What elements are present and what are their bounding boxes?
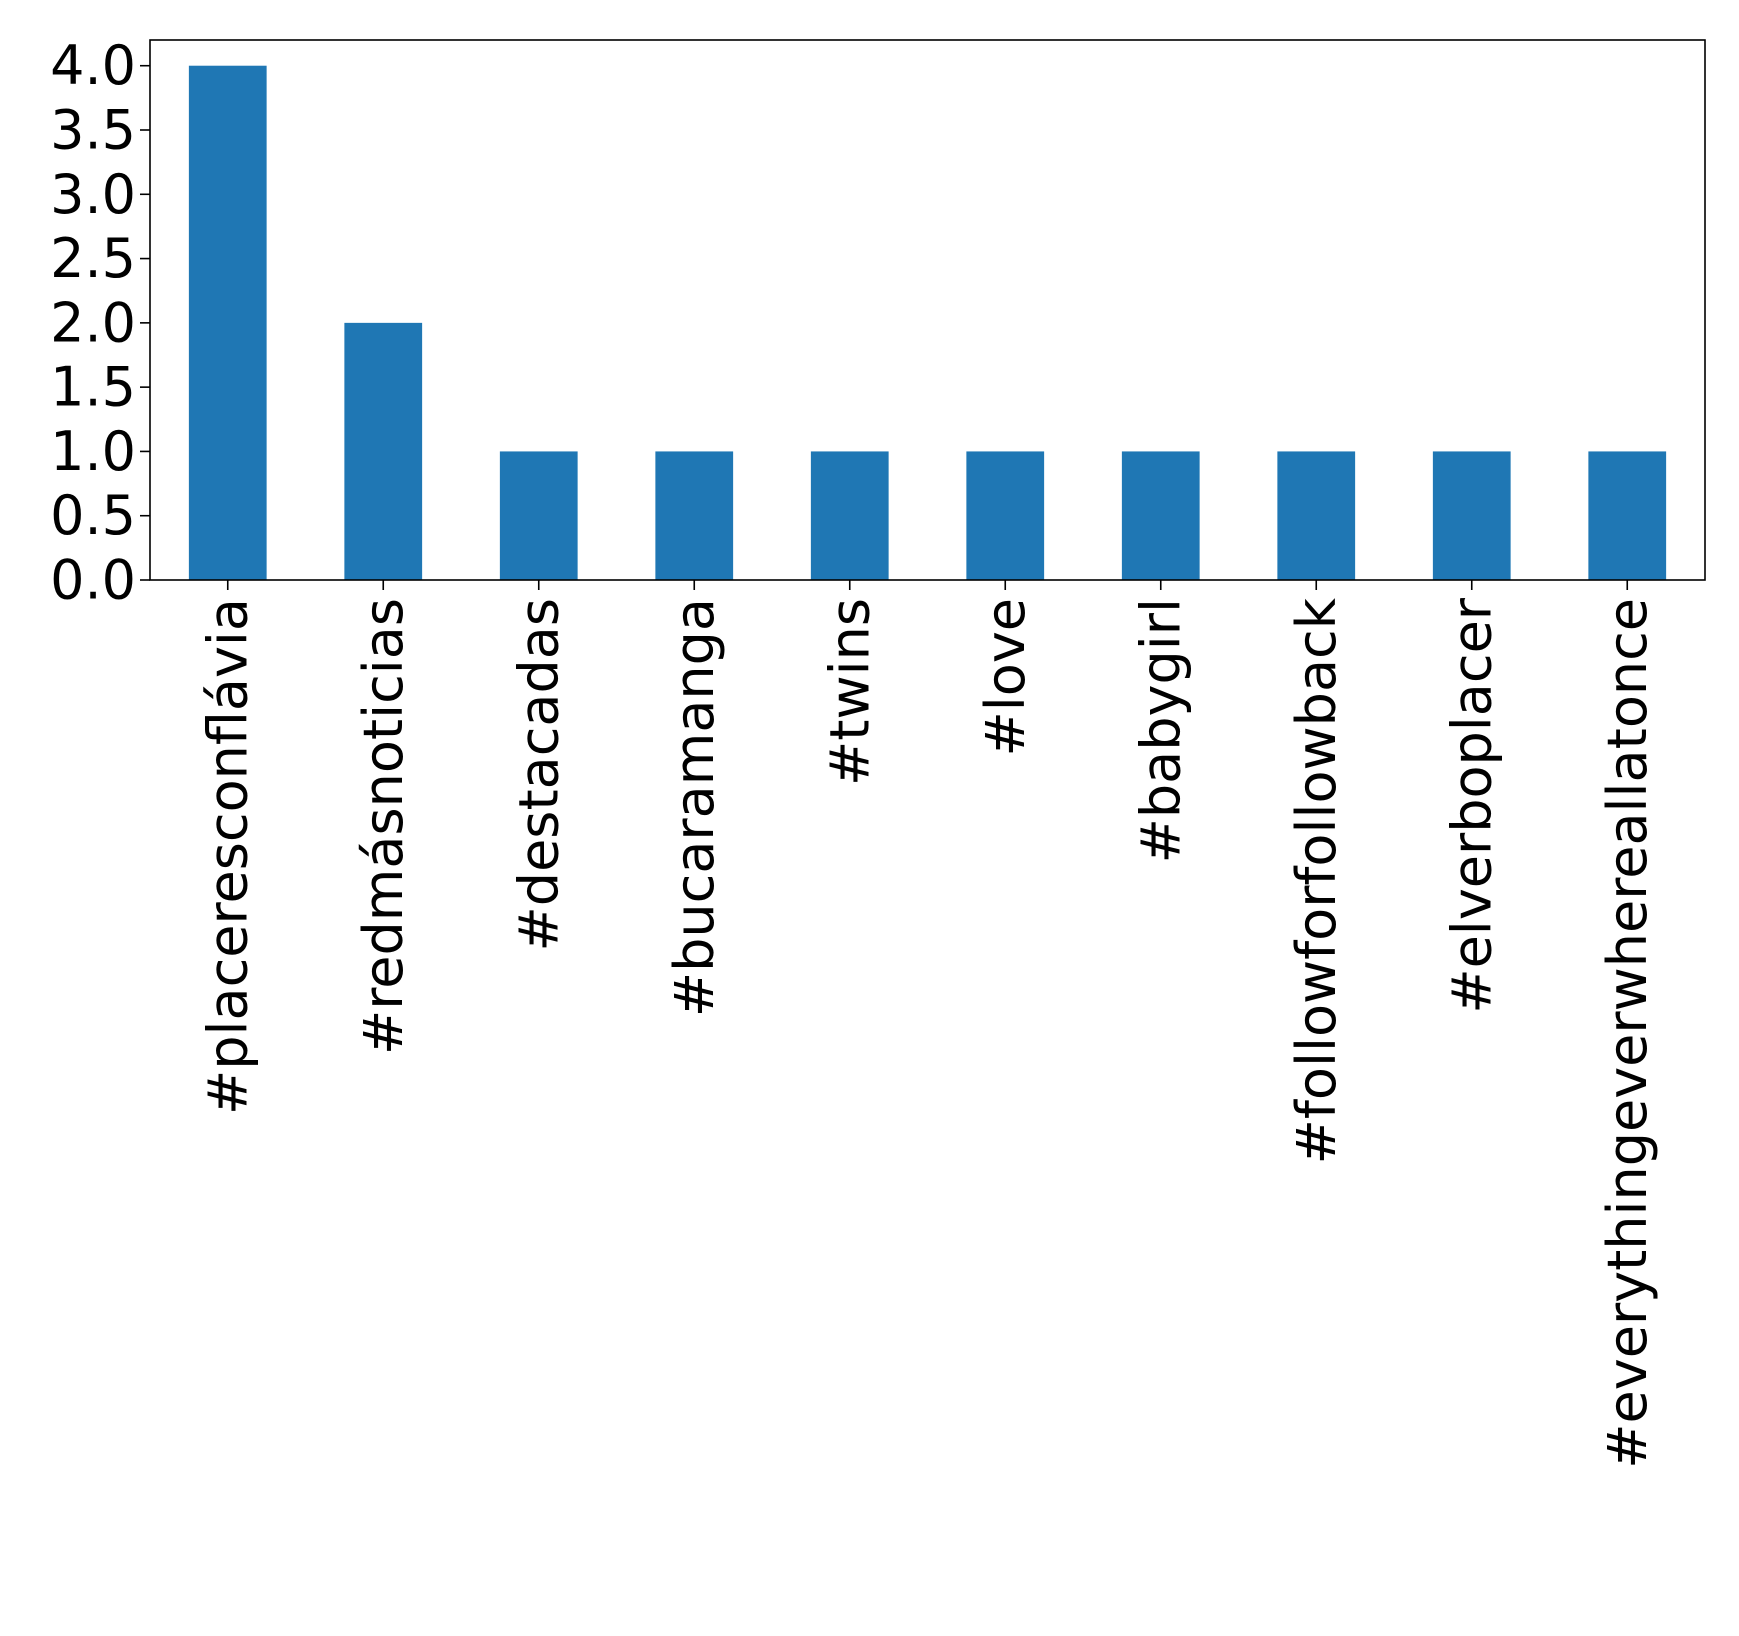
- bar: [499, 451, 578, 580]
- bar: [1277, 451, 1356, 580]
- bar: [1588, 451, 1667, 580]
- x-tick-label: #twins: [818, 598, 881, 786]
- bar: [1432, 451, 1511, 580]
- bar: [344, 322, 423, 580]
- x-tick-label: #everythingeverwhereallatonce: [1596, 598, 1659, 1469]
- bars-layer: [188, 65, 1667, 580]
- x-tick-label: #bucaramanga: [663, 598, 726, 1017]
- y-tick-label: 0.0: [50, 549, 136, 612]
- y-tick-label: 1.0: [50, 420, 136, 483]
- bar: [1121, 451, 1200, 580]
- x-axis: #placeresconflávia #redmásnoticias #destac…: [196, 580, 1659, 1469]
- bar: [655, 451, 734, 580]
- y-axis: 0.00.51.01.52.02.53.03.54.0: [50, 34, 150, 612]
- y-tick-label: 0.5: [50, 484, 136, 547]
- x-tick-label: #elverboplacer: [1440, 597, 1503, 1013]
- x-tick-label: #babygirl: [1129, 598, 1192, 863]
- bar: [188, 65, 267, 580]
- x-tick-label: #love: [974, 598, 1037, 756]
- x-tick-label: #redmásnoticias: [352, 598, 415, 1055]
- y-tick-label: 2.5: [50, 227, 136, 290]
- y-tick-label: 3.5: [50, 99, 136, 162]
- bar: [810, 451, 889, 580]
- plot-frame: [149, 39, 1706, 581]
- x-tick-label: #placeresconflávia: [196, 598, 259, 1115]
- y-tick-label: 2.0: [50, 291, 136, 354]
- y-tick-label: 4.0: [50, 34, 136, 97]
- y-tick-label: 3.0: [50, 163, 136, 226]
- y-tick-label: 1.5: [50, 356, 136, 419]
- x-tick-label: #destacadas: [507, 598, 570, 951]
- x-tick-label: #followforfollowback: [1285, 597, 1348, 1164]
- bar: [966, 451, 1045, 580]
